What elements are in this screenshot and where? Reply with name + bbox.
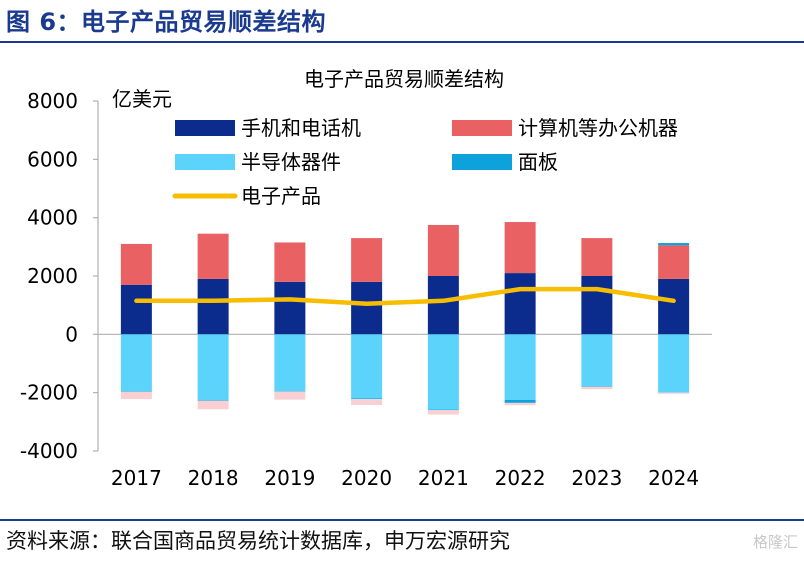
legend-swatch <box>452 120 512 136</box>
bar-segment <box>351 238 383 282</box>
bar-segment <box>658 392 690 394</box>
y-tick-label: 6000 <box>27 147 78 171</box>
bar-segment <box>120 391 152 400</box>
legend-label: 手机和电话机 <box>241 116 361 140</box>
top-divider <box>0 41 804 43</box>
bar-segment <box>351 398 383 400</box>
y-tick-label: -4000 <box>20 439 78 463</box>
bar-segment <box>197 278 229 335</box>
y-tick-label: 4000 <box>27 206 78 230</box>
bar-segment <box>581 334 613 387</box>
y-tick-label: -2000 <box>20 381 78 405</box>
y-tick-label: 2000 <box>27 264 78 288</box>
legend-label: 计算机等办公机器 <box>518 116 678 140</box>
x-tick-label: 2021 <box>418 466 469 490</box>
x-tick-label: 2018 <box>188 466 239 490</box>
bar-segment <box>427 409 459 411</box>
bar-segment <box>274 391 306 392</box>
bar-segment <box>658 245 690 279</box>
chart-title: 电子产品贸易顺差结构 <box>304 67 504 91</box>
bar-segment <box>581 386 613 390</box>
legend-swatch <box>175 120 235 136</box>
figure-title: 图 6：电子产品贸易顺差结构 <box>6 8 327 36</box>
source-note: 资料来源：联合国商品贸易统计数据库，申万宏源研究 <box>6 529 510 553</box>
legend-label: 半导体器件 <box>241 150 341 174</box>
bar-segment <box>197 399 229 401</box>
bar-segment <box>504 273 536 335</box>
bar-segment <box>581 386 613 387</box>
bar-segment <box>274 391 306 400</box>
legend-label: 电子产品 <box>241 184 321 208</box>
bar-segment <box>197 233 229 279</box>
x-tick-label: 2023 <box>571 466 622 490</box>
bar-segment <box>351 334 383 399</box>
y-axis-unit-label: 亿美元 <box>112 87 172 111</box>
watermark-logo: 格隆汇 <box>752 533 798 551</box>
bar-segment <box>658 243 690 246</box>
bar-segment <box>197 400 229 410</box>
line-series-group <box>134 286 676 306</box>
bar-segment <box>351 281 383 335</box>
legend-label: 面板 <box>518 150 558 174</box>
y-tick-label: 0 <box>65 322 78 346</box>
bar-segment <box>274 334 306 392</box>
x-tick-label: 2022 <box>495 466 546 490</box>
bar-segment <box>504 222 536 274</box>
bar-segment <box>120 334 152 392</box>
bar-segment <box>658 334 690 393</box>
bar-segment <box>427 410 459 415</box>
bar-segment <box>120 284 152 335</box>
bar-segment <box>120 391 152 392</box>
bar-segment <box>427 276 459 335</box>
x-tick-label: 2017 <box>111 466 162 490</box>
legend-swatch <box>175 154 235 170</box>
x-tick-label: 2024 <box>648 466 699 490</box>
bar-segment <box>581 238 613 276</box>
x-tick-label: 2019 <box>264 466 315 490</box>
bars-group <box>120 222 690 415</box>
bar-segment <box>504 399 536 403</box>
bar-segment <box>427 334 459 410</box>
bar-segment <box>197 334 229 400</box>
bar-segment <box>658 278 690 335</box>
legend-swatch <box>452 154 512 170</box>
bar-segment <box>581 276 613 335</box>
y-tick-label: 8000 <box>27 89 78 113</box>
bar-segment <box>351 399 383 405</box>
bar-segment <box>274 242 306 282</box>
bar-segment <box>504 402 536 406</box>
bar-segment <box>504 334 536 400</box>
stacked-bar-chart: 电子产品贸易顺差结构 亿美元 8000 6000 4000 2000 0 -2000 -40… <box>20 67 712 490</box>
bar-segment <box>274 281 306 335</box>
bar-segment <box>120 243 152 285</box>
bottom-divider <box>0 519 804 521</box>
x-tick-label: 2020 <box>341 466 392 490</box>
axes: 8000 6000 4000 2000 0 -2000 -4000 2017 2018 2019 2… <box>20 89 712 490</box>
line-series <box>134 286 676 306</box>
bar-segment <box>427 224 459 276</box>
